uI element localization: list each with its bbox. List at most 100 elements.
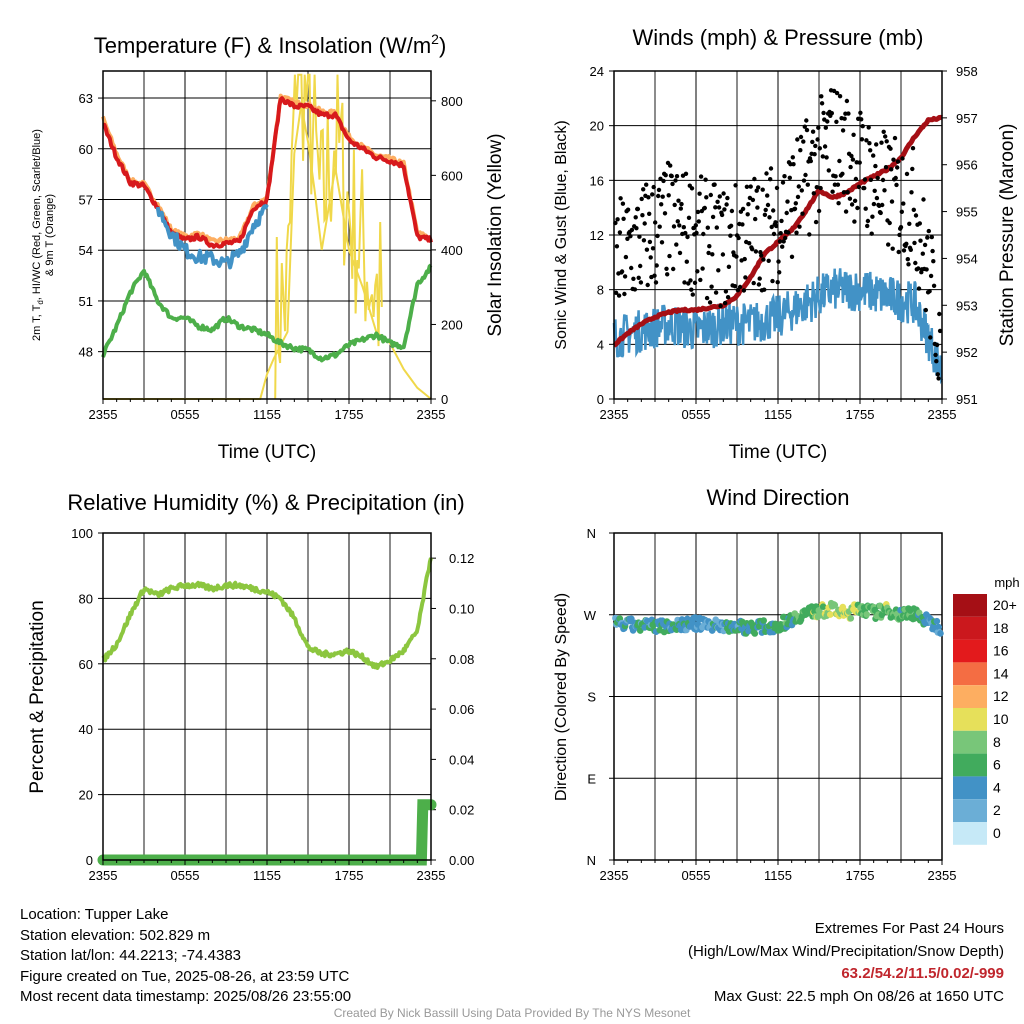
extremes-box: Extremes For Past 24 Hours (High/Low/Max… (688, 918, 1004, 1008)
gust-point (688, 278, 693, 283)
gust-point (745, 212, 750, 217)
gust-point (834, 90, 840, 96)
gust-point (743, 275, 748, 280)
extremes-subtitle: (High/Low/Max Wind/Precipitation/Snow De… (688, 942, 1004, 960)
gust-point (859, 137, 865, 142)
direction-tick-label: E (587, 771, 596, 786)
legend-label: 16 (993, 643, 1009, 659)
y2-tick-label: 0.02 (449, 803, 474, 818)
y2-tick-label: 0.00 (449, 853, 474, 868)
gust-point (764, 171, 769, 176)
gust-point (872, 188, 877, 193)
gust-point (638, 280, 644, 285)
gust-point (664, 266, 669, 271)
gust-point (777, 270, 782, 275)
gust-point (882, 188, 887, 193)
extremes-values: 63.2/54.2/11.5/0.02/-999 (841, 965, 1004, 982)
y2-tick-label: 0.06 (449, 702, 474, 717)
gust-point (857, 160, 862, 165)
x-tick-label: 2355 (417, 407, 446, 422)
gust-point (842, 116, 847, 121)
legend-label: 6 (993, 757, 1001, 773)
gust-point (683, 171, 689, 176)
gust-point (907, 221, 912, 226)
legend-swatch (953, 822, 987, 845)
gust-point (686, 215, 692, 220)
gust-point (698, 277, 703, 283)
gust-point (864, 138, 869, 143)
gust-point (779, 218, 784, 224)
gust-point (889, 199, 895, 204)
direction-point (751, 630, 759, 637)
gust-point (722, 207, 727, 212)
y2-tick-label: 954 (956, 251, 978, 266)
y-tick-label: 63 (79, 91, 93, 106)
gust-point (851, 132, 856, 137)
gust-point (629, 227, 635, 233)
y-tick-label: 60 (79, 142, 93, 157)
gust-point (904, 241, 909, 246)
gust-point (868, 177, 874, 182)
gust-point (674, 174, 680, 179)
gust-point (728, 233, 733, 238)
gust-point (717, 194, 722, 199)
direction-ylabel: Direction (Colored By Speed) (553, 593, 570, 801)
gust-point (826, 168, 831, 173)
gust-point (663, 173, 668, 178)
x-tick-label: 2355 (928, 868, 957, 883)
y2-tick-label: 0 (441, 392, 448, 407)
gust-point (921, 197, 926, 202)
gust-point (917, 221, 922, 226)
gust-point (849, 202, 855, 207)
gust-point (629, 265, 634, 271)
gust-point (647, 211, 652, 216)
gust-point (796, 184, 801, 189)
y-tick-label: 24 (590, 64, 604, 79)
gust-point (894, 182, 899, 188)
gust-point (692, 280, 698, 285)
gust-point (783, 235, 788, 241)
legend-label: 18 (993, 620, 1009, 636)
gust-point (843, 209, 849, 214)
y-tick-label: 0 (597, 392, 604, 407)
y-tick-label: 12 (590, 228, 604, 243)
gust-point (668, 163, 673, 168)
gust-point (746, 202, 751, 207)
gust-point (850, 157, 856, 162)
gust-point (650, 246, 656, 251)
gust-point (635, 206, 641, 212)
gust-point (623, 254, 629, 260)
gust-point (922, 242, 928, 248)
y2-tick-label: 952 (956, 345, 978, 360)
gust-point (801, 139, 806, 144)
gust-point (814, 185, 819, 190)
gust-point (651, 184, 656, 190)
gust-point (704, 295, 710, 301)
gust-point (916, 266, 921, 271)
gust-point (813, 219, 819, 225)
gust-point (617, 230, 623, 235)
gust-point (789, 254, 795, 259)
gust-point (618, 196, 623, 201)
gust-point (929, 234, 934, 240)
windchill-line (155, 203, 269, 270)
gust-point (865, 218, 871, 224)
gust-point (641, 187, 646, 192)
gust-point (807, 232, 812, 237)
gust-point (689, 287, 694, 292)
gust-point (689, 186, 695, 191)
gust-point (675, 219, 680, 224)
gust-point (701, 231, 706, 237)
gust-point (673, 178, 678, 183)
gust-point (702, 205, 707, 211)
gust-point (858, 110, 863, 116)
gust-point (811, 191, 816, 196)
gust-point (648, 255, 653, 260)
gust-point (753, 216, 758, 222)
gust-point (784, 210, 789, 216)
gust-point (848, 164, 853, 170)
gust-point (893, 175, 898, 181)
gust-point (677, 223, 682, 228)
y-tick-label: 51 (79, 294, 93, 309)
gust-point (833, 174, 838, 179)
